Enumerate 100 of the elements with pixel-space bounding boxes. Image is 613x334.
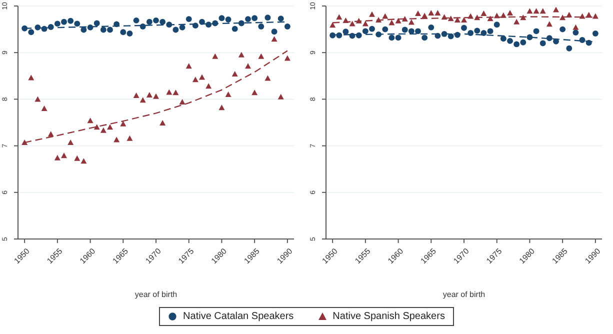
- point: [533, 8, 540, 14]
- point: [461, 16, 467, 22]
- point: [369, 26, 375, 32]
- point: [526, 8, 533, 14]
- point: [278, 94, 284, 100]
- point: [245, 63, 251, 69]
- point: [153, 93, 159, 99]
- point: [540, 8, 546, 14]
- point: [153, 17, 159, 24]
- point: [388, 20, 395, 26]
- point: [232, 71, 238, 77]
- point: [520, 39, 526, 46]
- point: [356, 18, 362, 24]
- point: [342, 28, 349, 35]
- point: [100, 26, 106, 33]
- point: [192, 76, 198, 82]
- point: [238, 52, 244, 58]
- point: [199, 74, 205, 80]
- point: [140, 97, 146, 103]
- point: [284, 24, 290, 30]
- point: [41, 26, 48, 32]
- point: [507, 38, 513, 44]
- x-axis-title: year of birth: [134, 290, 178, 299]
- point: [264, 75, 271, 81]
- point: [114, 136, 120, 142]
- legend-label: Native Spanish Speakers: [332, 311, 445, 322]
- point: [172, 26, 179, 33]
- point: [553, 38, 559, 44]
- point: [468, 30, 474, 36]
- point: [126, 30, 133, 36]
- point: [41, 106, 48, 112]
- point: [434, 10, 441, 16]
- point: [474, 14, 480, 20]
- point: [428, 10, 434, 16]
- point: [114, 21, 120, 28]
- point: [54, 20, 60, 27]
- point: [579, 13, 586, 19]
- point: [579, 37, 586, 43]
- point: [376, 31, 382, 38]
- point: [94, 20, 100, 26]
- point: [500, 36, 506, 42]
- point: [546, 35, 552, 42]
- point: [258, 24, 264, 30]
- point: [218, 104, 225, 110]
- point: [133, 92, 140, 98]
- point: [480, 30, 487, 36]
- point: [48, 24, 54, 30]
- point: [553, 6, 559, 12]
- point: [199, 18, 205, 25]
- point: [468, 13, 474, 19]
- point: [480, 10, 487, 16]
- point: [376, 16, 382, 22]
- point: [441, 30, 448, 37]
- point: [395, 18, 402, 24]
- point: [592, 30, 598, 36]
- point: [586, 40, 592, 46]
- point: [61, 152, 67, 158]
- point: [48, 131, 54, 137]
- point: [474, 28, 480, 34]
- point: [68, 140, 74, 146]
- point: [487, 28, 494, 34]
- point: [382, 13, 388, 19]
- point: [74, 155, 80, 161]
- point: [441, 14, 448, 20]
- point: [514, 18, 520, 24]
- point: [349, 20, 356, 26]
- point: [507, 10, 513, 16]
- point: [160, 18, 166, 25]
- point: [74, 20, 80, 27]
- point: [206, 83, 212, 89]
- point: [428, 24, 434, 30]
- point: [252, 90, 258, 96]
- point: [382, 26, 388, 32]
- point: [166, 89, 172, 95]
- point: [369, 11, 375, 17]
- point: [192, 22, 198, 29]
- point: [160, 120, 166, 126]
- point: [336, 32, 342, 38]
- point: [252, 15, 258, 22]
- point: [572, 30, 579, 36]
- point: [494, 12, 500, 18]
- point: [166, 22, 172, 28]
- point: [28, 29, 34, 36]
- point: [448, 16, 454, 22]
- point: [212, 20, 218, 26]
- point: [133, 17, 140, 24]
- point: [415, 28, 421, 34]
- point: [454, 32, 460, 38]
- point: [186, 16, 192, 22]
- point: [592, 13, 598, 19]
- point: [284, 55, 290, 61]
- point: [586, 12, 592, 18]
- point: [225, 16, 232, 22]
- point: [448, 33, 454, 40]
- point: [408, 19, 414, 25]
- point: [566, 45, 572, 52]
- point: [566, 12, 572, 18]
- x-axis-title: year of birth: [442, 290, 486, 299]
- point: [336, 14, 342, 20]
- point: [264, 14, 271, 21]
